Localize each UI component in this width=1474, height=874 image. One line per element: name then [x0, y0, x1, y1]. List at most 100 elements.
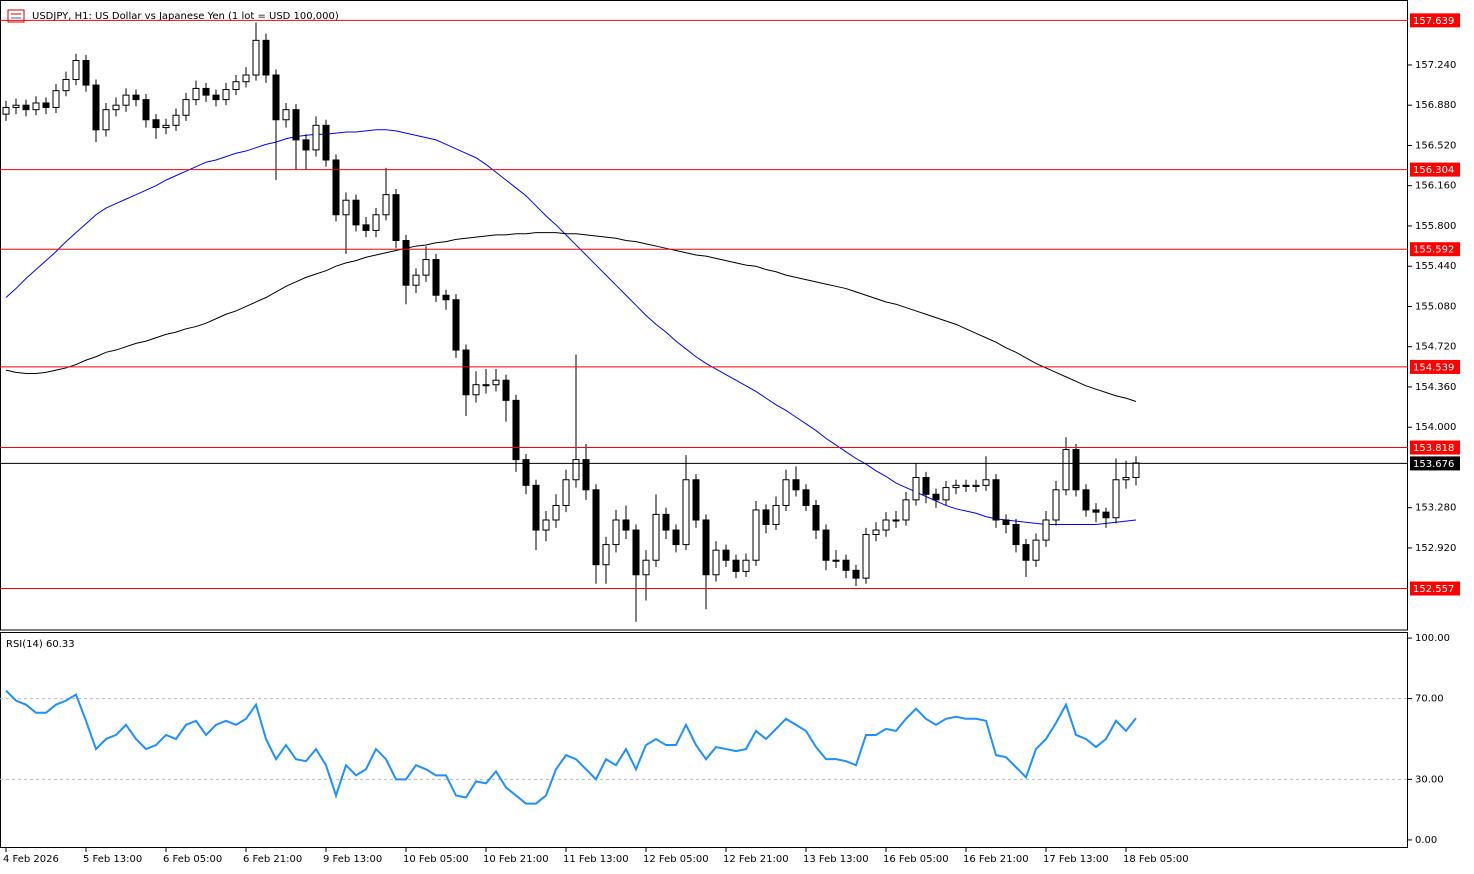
- candle-body: [232, 81, 240, 91]
- x-tick-label: 6 Feb 21:00: [243, 854, 302, 865]
- candle-body: [862, 534, 870, 579]
- candle-body: [422, 258, 430, 276]
- candle-body: [262, 39, 270, 76]
- candle-body: [582, 459, 590, 491]
- candle-body: [662, 513, 670, 531]
- candle-body: [1082, 489, 1090, 511]
- candle-body: [302, 139, 310, 151]
- candle-body: [12, 104, 20, 108]
- x-tick-label: 5 Feb 13:00: [83, 854, 142, 865]
- x-tick-label: 16 Feb 21:00: [963, 854, 1029, 865]
- candle-body: [602, 544, 610, 566]
- candle-body: [1032, 539, 1040, 561]
- candle-body: [152, 119, 160, 129]
- x-tick-label: 9 Feb 13:00: [323, 854, 382, 865]
- x-tick-label: 13 Feb 13:00: [803, 854, 869, 865]
- candle-body: [612, 519, 620, 546]
- x-tick-label: 10 Feb 05:00: [403, 854, 469, 865]
- candle-body: [252, 39, 260, 76]
- candle-body: [882, 519, 890, 531]
- candle-body: [732, 559, 740, 572]
- candle-body: [812, 504, 820, 531]
- y-tick-label: 100.00: [1415, 633, 1450, 644]
- level-tag: [1410, 162, 1460, 177]
- candle-body: [242, 74, 250, 83]
- y-tick-label: 157.240: [1415, 60, 1456, 71]
- candle-body: [1132, 462, 1140, 479]
- candle-body: [202, 87, 210, 96]
- candle-body: [1002, 519, 1010, 525]
- candle-body: [852, 569, 860, 579]
- candle-body: [1092, 509, 1100, 513]
- x-tick-label: 6 Feb 05:00: [163, 854, 222, 865]
- level-label: 154.539: [1413, 362, 1454, 373]
- candle-body: [362, 224, 370, 231]
- y-tick-label: 30.00: [1415, 774, 1444, 785]
- candle-body: [922, 477, 930, 495]
- y-tick-label: 156.160: [1415, 181, 1456, 192]
- candle-body: [532, 484, 540, 531]
- candle-body: [512, 399, 520, 461]
- candle-body: [452, 299, 460, 351]
- candle-body: [892, 519, 900, 522]
- candle-body: [672, 529, 680, 546]
- candle-body: [822, 529, 830, 561]
- candle-body: [762, 509, 770, 525]
- candle-body: [842, 559, 850, 571]
- candle-body: [412, 274, 420, 286]
- candle-body: [442, 294, 450, 301]
- candle-body: [1122, 477, 1130, 481]
- rsi-title: RSI(14) 60.33: [6, 639, 75, 650]
- candle-body: [32, 102, 40, 111]
- y-tick-label: 154.000: [1415, 422, 1456, 433]
- candle-body: [1072, 449, 1080, 491]
- candle-body: [562, 479, 570, 506]
- candle-body: [702, 519, 710, 576]
- candle-body: [592, 489, 600, 566]
- candle-body: [112, 104, 120, 111]
- candle-body: [872, 529, 880, 536]
- candle-body: [462, 349, 470, 396]
- level-label: 153.818: [1413, 443, 1454, 454]
- y-tick-label: 155.800: [1415, 221, 1456, 232]
- candle-body: [932, 493, 940, 501]
- candle-body: [912, 477, 920, 501]
- candle-body: [382, 194, 390, 216]
- candle-body: [492, 379, 500, 386]
- candle-body: [962, 484, 970, 487]
- candle-body: [1012, 523, 1020, 546]
- candle-body: [782, 479, 790, 506]
- candle-body: [72, 59, 80, 80]
- candle-body: [192, 87, 200, 101]
- level-tag: [1410, 359, 1460, 374]
- icon-frame: [7, 9, 25, 23]
- candle-body: [372, 214, 380, 231]
- y-tick-label: 70.00: [1415, 694, 1444, 705]
- candle-body: [472, 384, 480, 396]
- candle-body: [722, 549, 730, 561]
- candle-body: [52, 90, 60, 108]
- candle-body: [772, 504, 780, 525]
- candle-body: [1022, 544, 1030, 561]
- candle-body: [1102, 511, 1110, 519]
- rsi-line: [5, 689, 1137, 805]
- candle-body: [622, 519, 630, 531]
- candle-body: [692, 479, 700, 521]
- candle-body: [572, 459, 580, 481]
- level-label: 152.557: [1413, 584, 1454, 595]
- candle-body: [832, 559, 840, 562]
- x-tick-label: 12 Feb 05:00: [643, 854, 709, 865]
- level-tag: [1410, 440, 1460, 455]
- candle-body: [312, 124, 320, 151]
- candle-body: [292, 109, 300, 141]
- candle-body: [272, 74, 280, 121]
- level-tag: [1410, 242, 1460, 257]
- candle-body: [392, 194, 400, 241]
- candle-body: [502, 379, 510, 401]
- y-tick-label: 152.920: [1415, 543, 1456, 554]
- y-tick-label: 156.520: [1415, 140, 1456, 151]
- candle-body: [972, 484, 980, 487]
- y-tick-label: 155.080: [1415, 301, 1456, 312]
- candle-body: [542, 519, 550, 531]
